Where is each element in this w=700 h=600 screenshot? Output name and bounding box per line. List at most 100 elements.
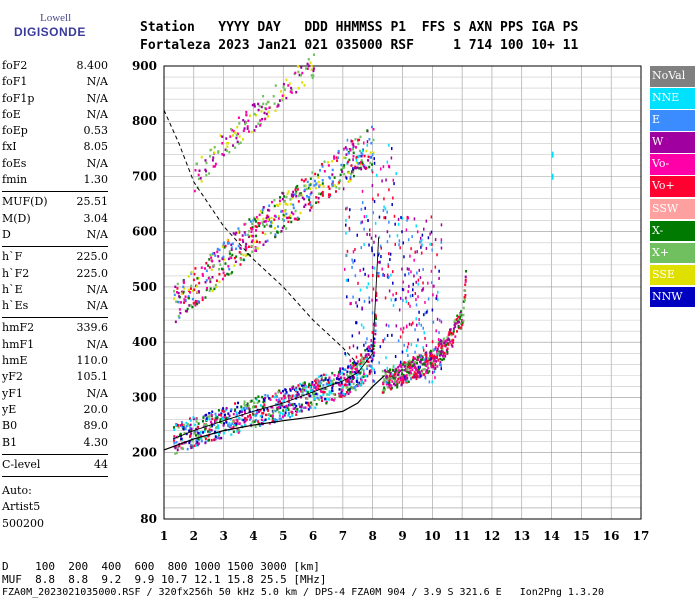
echo-point [366,337,368,341]
legend-item-noval: NoVal [650,66,695,87]
echo-point [243,402,246,406]
echo-point [245,113,248,117]
echo-point [253,401,256,405]
echo-point [276,408,279,411]
echo-point [299,192,302,195]
echo-point [319,394,322,398]
echo-point [281,197,284,201]
echo-point [456,330,459,333]
echo-point [238,416,241,420]
echo-point [273,204,276,208]
echo-point [417,338,419,342]
echo-point [270,216,273,220]
echo-point [207,277,210,280]
echo-point [373,368,376,372]
x-tick-label: 5 [279,529,287,543]
param-separator [2,191,108,193]
param-value: 3.04 [83,211,109,225]
echo-point [244,254,247,257]
echo-point [460,326,463,329]
echo-point [401,380,403,384]
echo-point [357,362,360,366]
echo-point [373,266,376,270]
echo-point [266,100,269,104]
echo-point [197,422,200,425]
echo-point [220,267,223,271]
echo-point [250,234,253,238]
echo-point [446,350,449,354]
echo-point [202,425,205,428]
echo-point [309,61,312,64]
echo-point [278,417,281,420]
echo-point [261,211,264,214]
echo-point [196,290,199,294]
echo-point [315,182,318,185]
echo-point [407,290,409,294]
echo-point [310,401,313,405]
echo-point [287,400,290,403]
echo-point [326,161,329,164]
echo-point [357,138,359,142]
echo-point [300,66,303,69]
echo-point [419,358,422,362]
echo-point [399,376,402,380]
echo-point [345,218,347,222]
echo-point [256,401,259,405]
echo-point [431,308,434,312]
echo-point [285,227,288,230]
echo-point [365,341,367,345]
echo-point [302,382,305,385]
echo-point [349,370,352,374]
echo-point [366,143,369,147]
echo-point [348,380,351,384]
echo-point [328,187,331,191]
echo-point [251,222,254,226]
param-row: hmE 110.0 [2,353,108,369]
echo-point [433,354,436,358]
echo-point [302,386,305,390]
echo-point [402,326,405,330]
y-tick-label: 600 [132,225,157,239]
echo-point [261,117,264,121]
echo-point [381,391,384,394]
echo-point [238,251,241,254]
echo-point [446,352,449,356]
echo-point [317,384,320,388]
echo-point [355,158,358,162]
echo-point [421,363,424,366]
echo-point [377,261,380,264]
x-tick-label: 17 [633,529,650,543]
echo-point [226,242,229,245]
echo-point [234,131,237,134]
param-row: foF2 8.400 [2,58,108,74]
param-value: N/A [86,75,108,89]
echo-point [373,253,376,257]
echo-point [339,173,342,177]
echo-point [183,441,186,445]
echo-point [386,381,389,385]
echo-point [325,382,328,386]
echo-point [192,302,195,305]
echo-point [383,216,385,220]
echo-point [231,422,234,425]
echo-point [229,424,232,427]
echo-point [443,341,446,345]
echo-point [197,177,200,181]
echo-point [416,323,418,327]
echo-point [228,425,231,429]
echo-point [444,345,447,348]
echo-point [228,250,231,253]
echo-point [419,236,422,240]
echo-point [348,383,351,386]
echo-point [403,255,405,259]
echo-point [310,68,313,71]
param-row: h`E N/A [2,282,108,298]
echo-point [400,327,402,331]
echo-point [383,386,386,390]
echo-point [388,383,391,386]
echo-point [386,275,389,279]
echo-point [345,254,347,258]
echo-point [401,267,403,271]
echo-point [437,344,440,348]
echo-point [292,203,295,207]
